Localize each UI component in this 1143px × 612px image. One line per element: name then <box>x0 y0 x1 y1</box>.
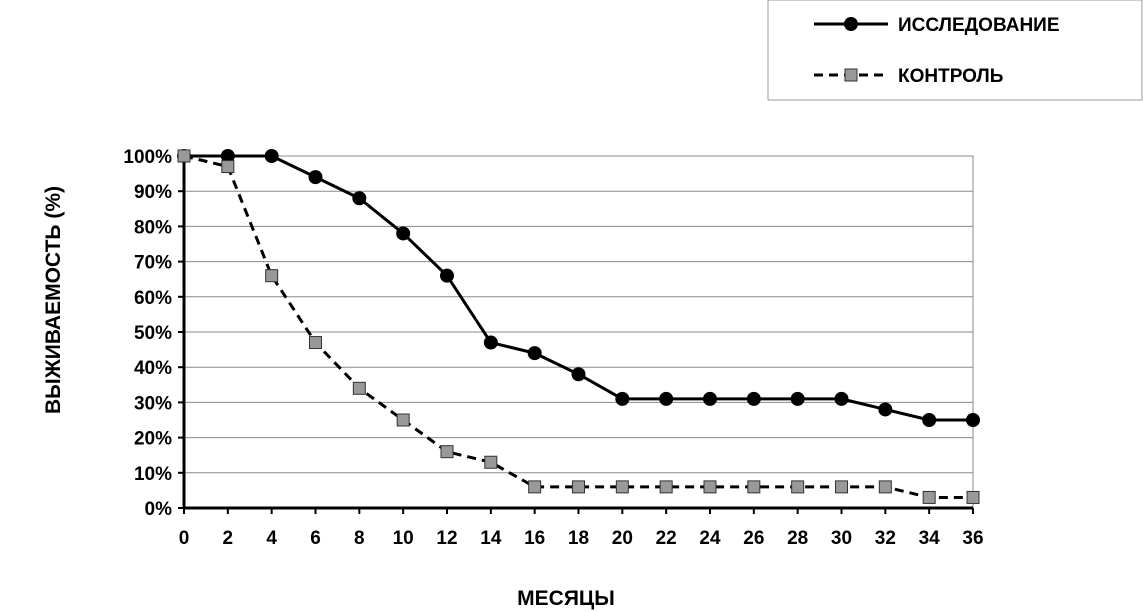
series-0-point <box>220 149 235 163</box>
series-0-point <box>483 335 498 350</box>
x-tick-label: 20 <box>612 528 633 549</box>
legend: ИССЛЕДОВАНИЕ КОНТРОЛЬ <box>767 0 1143 101</box>
x-tick-label: 22 <box>656 528 677 549</box>
y-tick-label: 90% <box>134 182 172 203</box>
x-tick-label: 28 <box>787 528 808 549</box>
series-1-point <box>659 480 673 494</box>
series-1-point <box>484 455 498 469</box>
series-1-point <box>703 480 717 494</box>
legend-marker-control <box>844 68 858 82</box>
series-0-point <box>264 149 279 163</box>
legend-label-control: КОНТРОЛЬ <box>898 66 1003 87</box>
x-tick-label: 30 <box>831 528 852 549</box>
series-1-point <box>528 480 542 494</box>
legend-box <box>767 0 1143 101</box>
y-tick-label: 40% <box>134 358 172 379</box>
y-tick-label: 70% <box>134 253 172 274</box>
series-1-point <box>615 480 629 494</box>
series-0-point <box>396 226 411 241</box>
axes <box>178 155 974 514</box>
legend-marker-study <box>844 17 858 31</box>
series-1-point <box>177 149 191 163</box>
series-1-point <box>966 490 980 504</box>
y-tick-label: 30% <box>134 393 172 414</box>
series-0-point <box>571 367 586 382</box>
series-1-point <box>396 413 410 427</box>
y-tick-label: 10% <box>134 464 172 485</box>
x-axis-title: МЕСЯЦЫ <box>517 587 615 610</box>
x-tick-label: 12 <box>436 528 457 549</box>
y-tick-labels: 0% 10% 20% 30% 40% 50% 60% 70% 80% 90% 100% <box>123 147 172 520</box>
y-axis-title: ВЫЖИВАЕМОСТЬ (%) <box>42 186 65 414</box>
x-tick-label: 16 <box>524 528 545 549</box>
series-0-point <box>966 413 980 427</box>
series-0-point <box>790 391 805 406</box>
series-1-point <box>221 160 235 174</box>
x-tick-label: 34 <box>919 528 941 549</box>
y-tick-label: 80% <box>134 217 172 238</box>
y-tick-label: 100% <box>123 147 172 168</box>
series-0-point <box>527 346 542 361</box>
x-tick-label: 18 <box>568 528 589 549</box>
series-0-point <box>922 413 937 427</box>
y-tick-label: 0% <box>145 499 173 520</box>
x-tick-label: 8 <box>354 528 365 549</box>
series-0-point <box>659 391 674 406</box>
x-tick-label: 10 <box>393 528 414 549</box>
y-tick-label: 20% <box>134 429 172 450</box>
series-0-point <box>878 402 893 417</box>
series-0-point <box>746 391 761 406</box>
series-1-point <box>440 445 454 459</box>
series-0-point <box>703 391 717 406</box>
x-tick-label: 24 <box>699 528 721 549</box>
series-0-point <box>308 170 323 185</box>
series-1-point <box>747 480 761 494</box>
x-tick-label: 0 <box>179 528 190 549</box>
y-tick-label: 60% <box>134 288 172 309</box>
series-1-point <box>309 336 322 350</box>
x-tick-labels: 0 2 4 6 8 10 12 14 16 18 20 22 24 26 28 30 32 34 36 <box>179 528 984 549</box>
series-line-1 <box>183 154 973 499</box>
x-tick-label: 36 <box>962 528 983 549</box>
series-1-point <box>922 490 936 504</box>
series-0-point <box>615 391 630 406</box>
series-1-point <box>265 269 279 283</box>
series-0-point <box>834 391 849 406</box>
series-1-point <box>835 480 848 494</box>
x-tick-label: 26 <box>743 528 764 549</box>
grid-lines <box>184 155 973 474</box>
legend-label-study: ИССЛЕДОВАНИЕ <box>898 15 1060 36</box>
series-group <box>177 149 980 504</box>
series-1-point <box>878 480 892 494</box>
y-tick-label: 50% <box>134 323 172 344</box>
series-1-point <box>791 480 805 494</box>
x-tick-label: 32 <box>875 528 896 549</box>
series-1-point <box>572 480 585 494</box>
x-tick-label: 4 <box>266 528 277 549</box>
x-tick-label: 2 <box>223 528 234 549</box>
x-tick-label: 6 <box>310 528 321 549</box>
series-0-point <box>352 191 367 206</box>
x-tick-label: 14 <box>480 528 502 549</box>
series-1-point <box>352 381 366 395</box>
series-0-point <box>440 268 454 283</box>
